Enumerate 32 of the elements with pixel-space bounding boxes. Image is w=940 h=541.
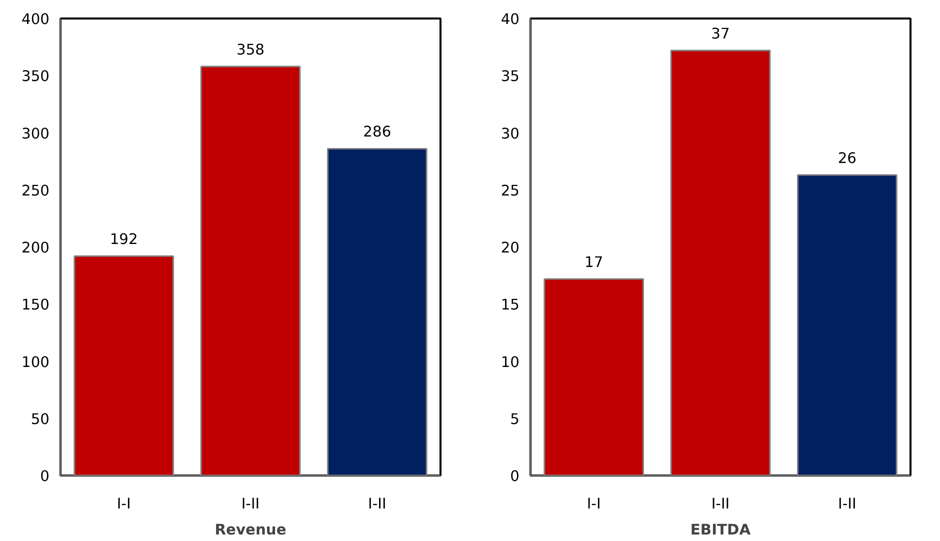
x-tick-label: I-II xyxy=(368,496,386,512)
x-tick-label: I-II xyxy=(241,496,260,512)
y-tick-label: 35 xyxy=(500,68,520,86)
x-tick-label: I-II xyxy=(711,496,730,512)
y-tick-label: 300 xyxy=(22,125,50,142)
y-tick-label: 400 xyxy=(22,11,50,28)
y-tick-label: 10 xyxy=(500,354,520,371)
y-tick-label: 50 xyxy=(30,410,50,428)
data-label: 286 xyxy=(363,124,392,141)
x-tick-label: I-I xyxy=(586,496,601,512)
y-tick-label: 25 xyxy=(500,182,520,200)
data-label: 358 xyxy=(236,41,264,58)
y-tick-label: 30 xyxy=(500,125,520,142)
y-tick-label: 350 xyxy=(22,68,50,86)
y-tick-label: 15 xyxy=(500,296,520,314)
y-tick-label: 0 xyxy=(510,468,520,485)
x-tick-label: I-II xyxy=(838,496,856,512)
x-tick-label: I-I xyxy=(116,496,131,512)
x-axis-title: Revenue xyxy=(214,522,286,538)
data-label: 26 xyxy=(838,150,856,168)
y-tick-label: 5 xyxy=(510,410,520,428)
y-tick-label: 20 xyxy=(500,240,520,256)
data-label: 37 xyxy=(711,25,730,42)
data-label: 192 xyxy=(110,231,138,248)
y-tick-label: 0 xyxy=(40,468,50,485)
x-axis-title: EBITDA xyxy=(690,522,752,538)
y-tick-label: 250 xyxy=(22,182,50,200)
y-tick-label: 100 xyxy=(22,354,50,371)
y-tick-label: 40 xyxy=(500,11,520,28)
data-label: 17 xyxy=(584,254,604,271)
y-tick-label: 200 xyxy=(22,240,50,256)
y-tick-label: 150 xyxy=(22,296,50,314)
